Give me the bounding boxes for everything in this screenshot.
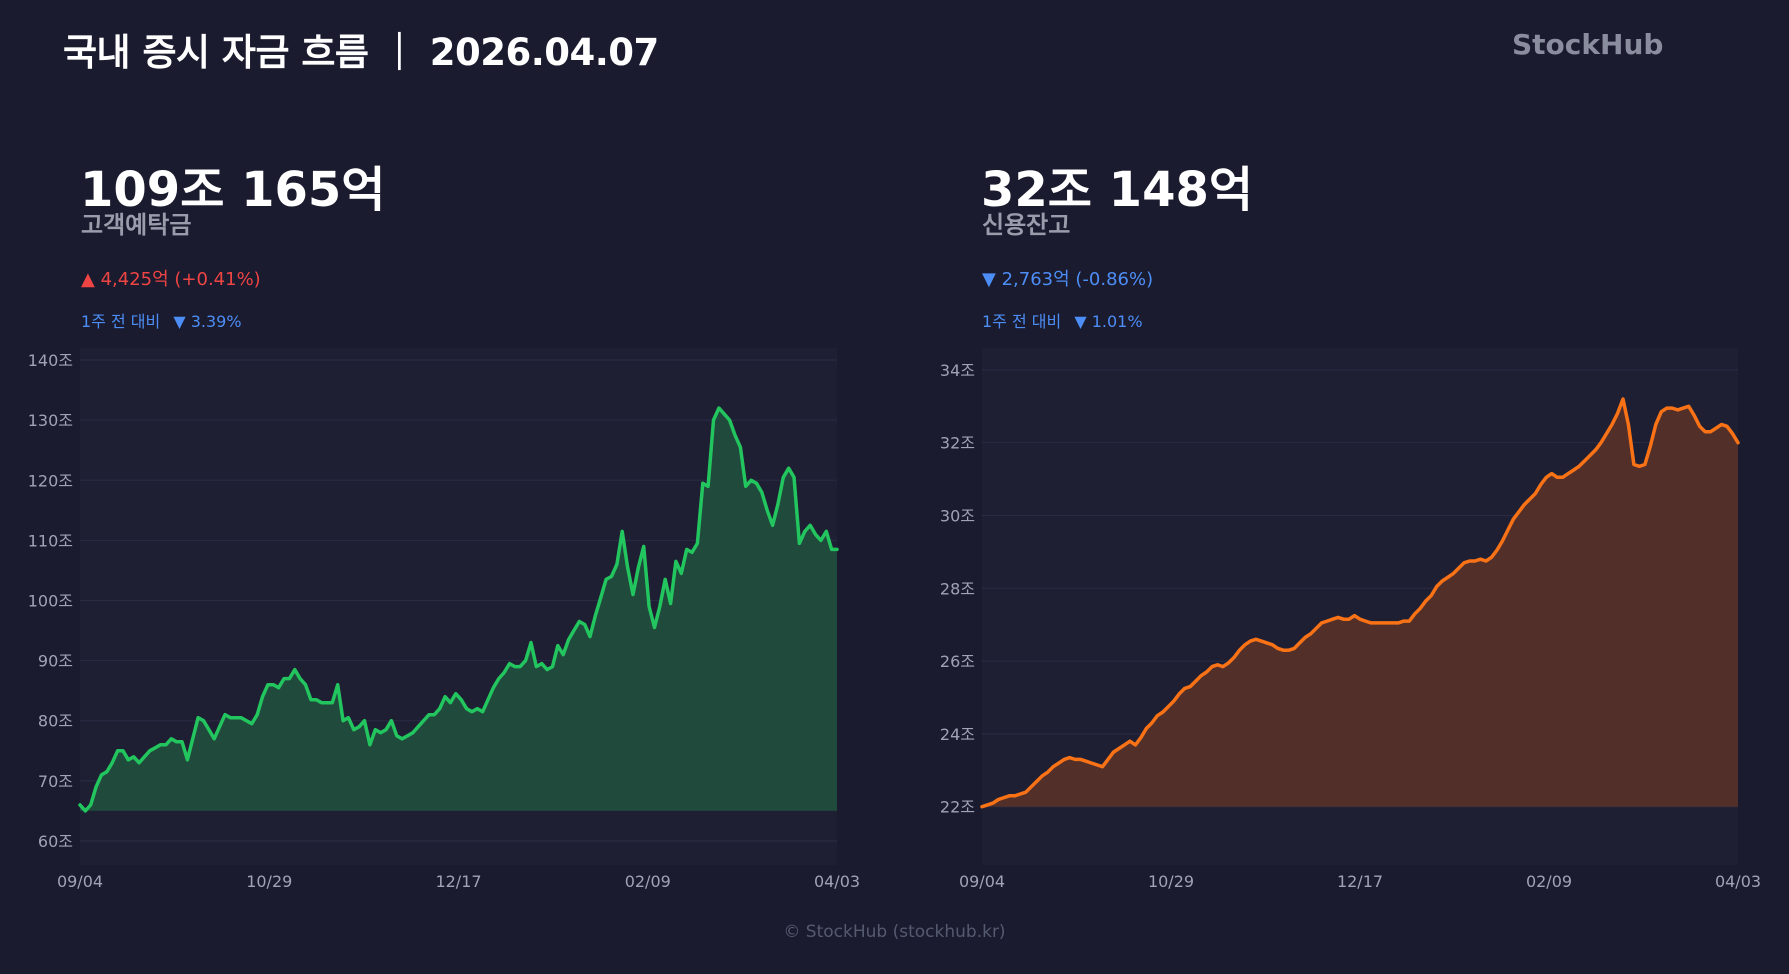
series-line [980, 397, 1740, 809]
credit-weekly-label: 1주 전 대비 [982, 312, 1062, 331]
credit-weekly-change: 1주 전 대비 ▼ 1.01% [982, 308, 1143, 332]
page-title: 국내 증시 자금 흐름 ｜ 2026.04.07 [63, 31, 659, 74]
y-tick-label: 26조 [940, 652, 975, 671]
deposit-label: 고객예탁금 [81, 211, 192, 239]
deposit-weekly-label: 1주 전 대비 [81, 312, 161, 331]
credit-change-text: 2,763억 (-0.86%) [1001, 269, 1154, 290]
y-tick-label: 60조 [38, 832, 73, 851]
series-line [78, 406, 839, 813]
deposit-weekly-value: 3.39% [190, 312, 242, 331]
y-tick-label: 30조 [940, 506, 975, 525]
credit-panel: 32조 148억 신용잔고 ▼ 2,763억 (-0.86%) 1주 전 대비 … [900, 0, 1789, 900]
deposit-panel: 109조 165억 고객예탁금 ▲ 4,425억 (+0.41%) 1주 전 대… [0, 0, 880, 900]
y-tick-label: 110조 [28, 531, 73, 550]
deposit-value: 109조 165억 [80, 162, 386, 218]
triangle-down-icon: ▼ [173, 312, 186, 331]
x-tick-label: 12/17 [1337, 872, 1383, 891]
triangle-down-icon: ▼ [982, 269, 996, 290]
credit-chart: 22조 24조 26조 28조 30조 32조 34조 09/04 10/29 12/17 02/0… [940, 348, 1761, 891]
x-tick-label: 12/17 [435, 872, 481, 891]
series-area [80, 408, 837, 811]
deposit-chart: 60조 70조 80조 90조 100조 110조 120조 130조 140조 09/04 10/… [28, 348, 860, 891]
y-tick-label: 34조 [940, 361, 975, 380]
credit-label: 신용잔고 [982, 211, 1071, 239]
y-tick-label: 24조 [940, 725, 975, 744]
footer-copyright: © StockHub (stockhub.kr) [783, 922, 1006, 942]
x-tick-label: 04/03 [814, 872, 860, 891]
x-tick-label: 10/29 [246, 872, 292, 891]
triangle-up-icon: ▲ [81, 269, 95, 290]
x-tick-label: 09/04 [959, 872, 1005, 891]
y-tick-label: 32조 [940, 434, 975, 453]
deposit-weekly-change: 1주 전 대비 ▼ 3.39% [81, 308, 242, 332]
y-tick-label: 140조 [28, 351, 73, 370]
y-tick-label: 100조 [28, 591, 73, 610]
y-tick-label: 120조 [28, 471, 73, 490]
deposit-change-text: 4,425억 (+0.41%) [100, 269, 261, 290]
y-tick-label: 90조 [38, 652, 73, 671]
deposit-change: ▲ 4,425억 (+0.41%) [81, 265, 261, 291]
brand-logo[interactable]: StockHub [1512, 28, 1664, 61]
y-tick-label: 22조 [940, 798, 975, 817]
triangle-down-icon: ▼ [1074, 312, 1087, 331]
credit-value: 32조 148억 [981, 162, 1254, 218]
y-tick-label: 130조 [28, 411, 73, 430]
x-tick-label: 02/09 [625, 872, 671, 891]
x-tick-label: 02/09 [1526, 872, 1572, 891]
credit-change: ▼ 2,763억 (-0.86%) [982, 265, 1153, 291]
x-tick-label: 09/04 [57, 872, 103, 891]
y-tick-label: 28조 [940, 579, 975, 598]
x-tick-label: 10/29 [1148, 872, 1194, 891]
credit-weekly-value: 1.01% [1091, 312, 1143, 331]
y-tick-label: 80조 [38, 712, 73, 731]
y-tick-label: 70조 [38, 772, 73, 791]
x-tick-label: 04/03 [1715, 872, 1761, 891]
